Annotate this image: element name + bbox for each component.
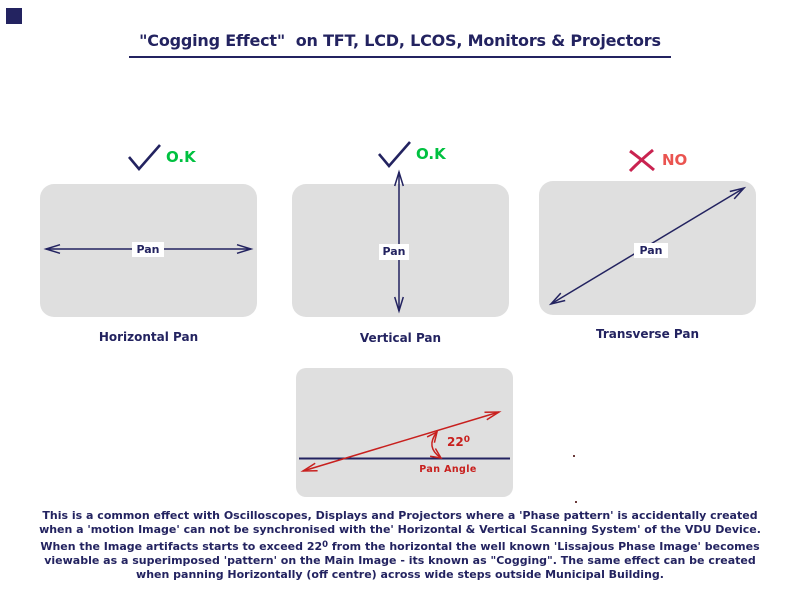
verdict-label-ok: O.K <box>166 148 196 166</box>
checkmark-icon <box>378 141 411 169</box>
caption-horizontal-pan: Horizontal Pan <box>98 330 199 344</box>
corner-marker-square <box>6 8 22 24</box>
x-mark-icon <box>628 148 655 173</box>
verdict-label-ok: O.K <box>416 145 446 163</box>
description-line-1: This is a common effect with Oscilloscop… <box>42 509 758 522</box>
description-line-3b: from the horizontal the well known 'Liss… <box>328 539 760 553</box>
verdict-horizontal-pan: O.K <box>126 142 196 172</box>
verdict-vertical-pan: O.K <box>376 139 446 169</box>
artifact-dot <box>573 455 575 457</box>
checkmark-icon <box>128 144 161 172</box>
description-line-3: When the Image artifacts starts to excee… <box>0 538 800 554</box>
angle-value: 220 <box>447 435 470 449</box>
verdict-label-no: NO <box>662 151 688 169</box>
angle-number: 22 <box>447 435 464 449</box>
panel-pan-angle <box>296 368 513 497</box>
pan-label-vertical: Pan <box>379 244 409 260</box>
pan-angle-arrow-icon <box>300 411 502 472</box>
angle-arc-arrow-icon <box>426 430 443 460</box>
page-title: "Cogging Effect" on TFT, LCD, LCOS, Moni… <box>129 31 671 58</box>
verdict-transverse-pan: NO <box>626 145 687 175</box>
description-line-5: when panning Horizontally (off centre) a… <box>136 568 664 582</box>
description-text: This is a common effect with Oscilloscop… <box>0 509 800 582</box>
pan-label-transverse: Pan <box>634 243 668 258</box>
caption-transverse-pan: Transverse Pan <box>595 327 700 341</box>
description-superscript-zero: 0 <box>322 539 329 550</box>
description-line-2: when a 'motion Image' can not be synchro… <box>39 523 761 537</box>
angle-superscript-zero: 0 <box>463 435 470 445</box>
description-line-4: viewable as a superimposed 'pattern' on … <box>44 553 756 567</box>
description-line-3a: When the Image artifacts starts to excee… <box>40 539 323 553</box>
vertical-double-arrow-icon <box>393 169 405 314</box>
pan-angle-caption: Pan Angle <box>419 464 477 475</box>
caption-vertical-pan: Vertical Pan <box>359 331 442 345</box>
title-bar: "Cogging Effect" on TFT, LCD, LCOS, Moni… <box>0 31 800 58</box>
pan-label-horizontal: Pan <box>132 242 164 257</box>
artifact-dot <box>575 501 577 503</box>
